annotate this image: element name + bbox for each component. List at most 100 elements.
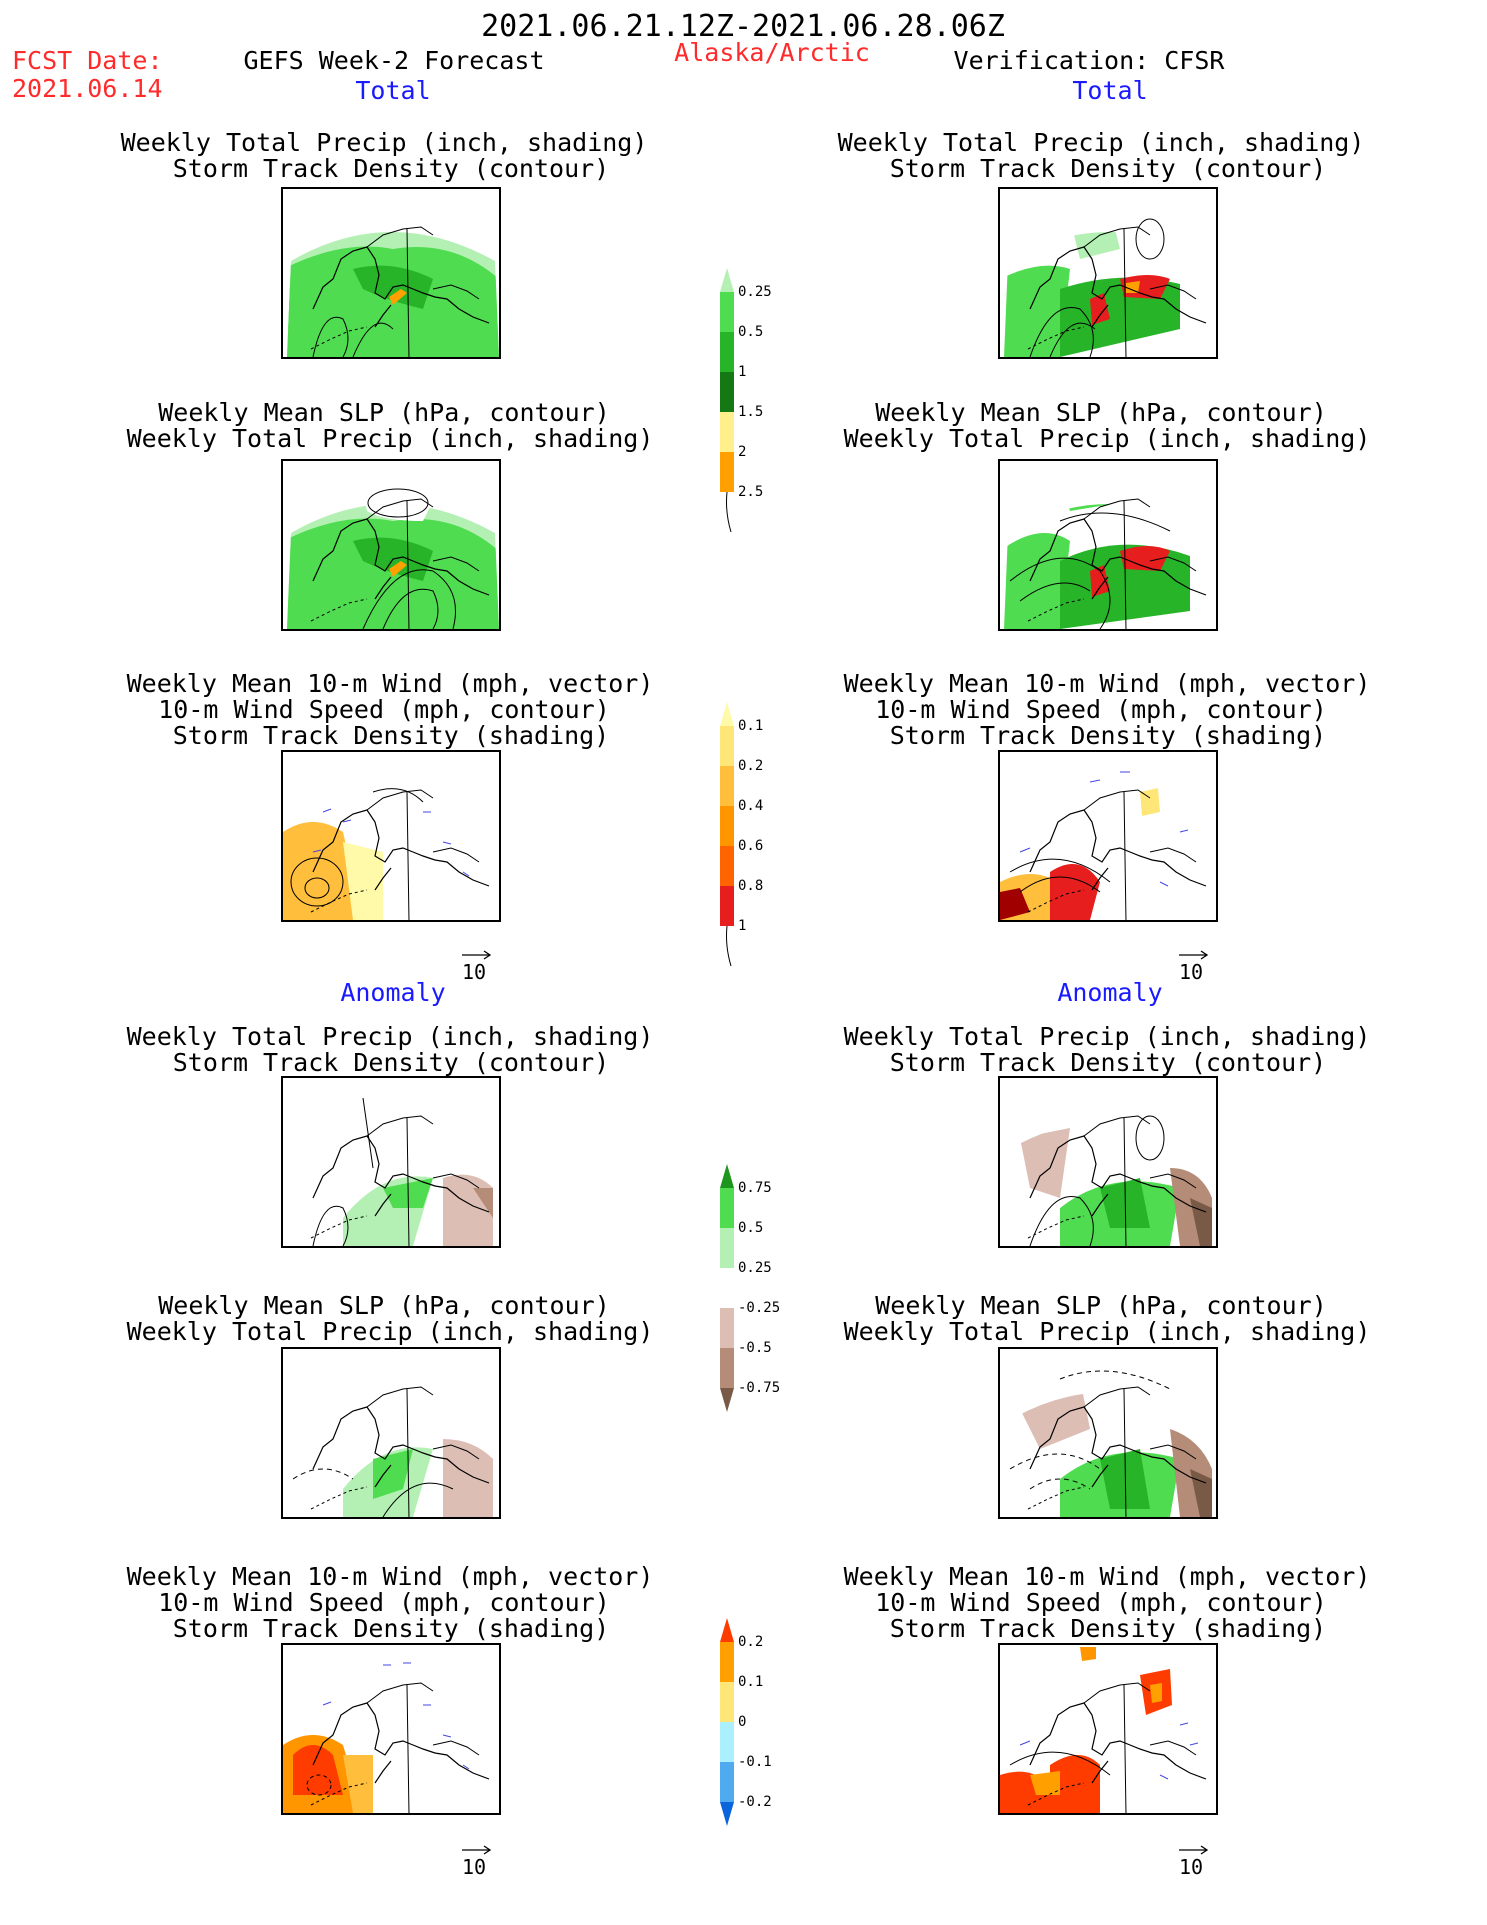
panel-title: Weekly Mean 10-m Wind (mph, vector) [126, 1562, 654, 1591]
colorbar-swatch [720, 846, 734, 886]
verification-label: Verification: CFSR [953, 46, 1225, 75]
panel-title: Weekly Total Precip (inch, shading) [843, 424, 1371, 453]
panel-title: Weekly Total Precip (inch, shading) [843, 1317, 1371, 1346]
forecast-title: GEFS Week-2 Forecast [243, 46, 545, 75]
colorbar-top-cap [720, 268, 734, 292]
map-anomaly-precip-storm-forecast [281, 1076, 501, 1248]
colorbar-swatches [720, 1164, 734, 1412]
panel-title: Storm Track Density (contour) [889, 1048, 1327, 1077]
colorbar-tick-label: 0.1 [738, 718, 764, 734]
colorbar-tick-label: 1 [738, 364, 747, 380]
panel-title: Weekly Mean 10-m Wind (mph, vector) [843, 669, 1371, 698]
colorbar-tick-label: 0.6 [738, 838, 764, 854]
colorbar-swatch [720, 1188, 734, 1228]
panel-title: Weekly Mean 10-m Wind (mph, vector) [126, 669, 654, 698]
panel-title: 10-m Wind Speed (mph, contour) [158, 695, 610, 724]
colorbar-swatch [720, 1642, 734, 1682]
section-total-right: Total [1072, 76, 1148, 105]
reference-vector: 10 [1179, 1845, 1209, 1879]
section-anomaly-right: Anomaly [1057, 978, 1163, 1007]
map-total-wind-verification [998, 750, 1218, 922]
panel-title: Storm Track Density (shading) [889, 1614, 1327, 1643]
reference-vector: 10 [462, 1845, 492, 1879]
colorbar-tick-label: 0.4 [738, 798, 764, 814]
colorbar-swatch [720, 726, 734, 766]
map-total-precip-storm-verification [998, 187, 1218, 359]
reference-vector: 10 [1179, 950, 1209, 984]
map-total-slp-precip-verification [998, 459, 1218, 631]
colorbar-swatch [720, 332, 734, 372]
colorbar-swatch [720, 766, 734, 806]
colorbar-swatch [720, 1308, 734, 1348]
panel-title: Weekly Total Precip (inch, shading) [837, 128, 1365, 157]
panel-title: Weekly Mean SLP (hPa, contour) [875, 1291, 1327, 1320]
colorbar-tick-label: 0 [738, 1714, 747, 1730]
panel-title: 10-m Wind Speed (mph, contour) [158, 1588, 610, 1617]
colorbar-tick-label: 2 [738, 444, 747, 460]
colorbar-tick-label: 2.5 [738, 484, 764, 500]
colorbar-swatches [720, 1618, 734, 1826]
fcst-date-value: 2021.06.14 [12, 74, 163, 103]
colorbar-swatch [720, 452, 734, 492]
arrow-right-icon [1179, 1845, 1209, 1855]
arrow-right-icon [462, 1845, 492, 1855]
colorbar-swatch [720, 1228, 734, 1268]
map-anomaly-slp-precip-forecast [281, 1347, 501, 1519]
colorbar-tick-label: -0.2 [738, 1794, 772, 1810]
colorbar-tick-label: 0.75 [738, 1180, 772, 1196]
colorbar-bottom-cap [726, 491, 732, 533]
colorbar-swatch [720, 1268, 734, 1308]
colorbar-bottom-cap [726, 925, 732, 967]
colorbar-tick-label: -0.5 [738, 1340, 772, 1356]
colorbar-tick-label: 0.2 [738, 758, 764, 774]
colorbar-tick-label: 0.25 [738, 1260, 772, 1276]
panel-title: Weekly Mean SLP (hPa, contour) [875, 398, 1327, 427]
colorbar-top-cap [720, 702, 734, 726]
panel-title: Weekly Total Precip (inch, shading) [120, 128, 648, 157]
colorbar-bottom-cap [720, 1802, 734, 1826]
section-total-left: Total [355, 76, 431, 105]
colorbar-tick-label: 0.1 [738, 1674, 764, 1690]
panel-title: 10-m Wind Speed (mph, contour) [875, 695, 1327, 724]
panel-title: Weekly Total Precip (inch, shading) [126, 1317, 654, 1346]
colorbar-tick-label: 1 [738, 918, 747, 934]
colorbar-tick-label: -0.75 [738, 1380, 781, 1396]
panel-title: Storm Track Density (contour) [172, 1048, 610, 1077]
map-anomaly-wind-forecast [281, 1643, 501, 1815]
map-anomaly-slp-precip-verification [998, 1347, 1218, 1519]
panel-title: Storm Track Density (contour) [889, 154, 1327, 183]
colorbar-swatch [720, 292, 734, 332]
colorbar-tick-label: 0.8 [738, 878, 764, 894]
colorbar-swatches [720, 702, 734, 967]
section-anomaly-left: Anomaly [340, 978, 446, 1007]
map-total-slp-precip-forecast [281, 459, 501, 631]
panel-title: Weekly Mean 10-m Wind (mph, vector) [843, 1562, 1371, 1591]
region-label: Alaska/Arctic [674, 38, 870, 67]
panel-title: Storm Track Density (shading) [889, 721, 1327, 750]
colorbar-swatch [720, 1682, 734, 1722]
map-anomaly-precip-storm-verification [998, 1076, 1218, 1248]
colorbar-tick-label: 1.5 [738, 404, 764, 420]
colorbar-swatches [720, 268, 734, 533]
colorbar-swatch [720, 806, 734, 846]
colorbar-swatch [720, 886, 734, 926]
panel-title: Weekly Mean SLP (hPa, contour) [158, 398, 610, 427]
colorbar-tick-label: 0.5 [738, 1220, 764, 1236]
colorbar-tick-label: 0.5 [738, 324, 764, 340]
colorbar-swatch [720, 1762, 734, 1802]
colorbar-tick-label: -0.25 [738, 1300, 781, 1316]
arrow-right-icon [1179, 950, 1209, 960]
panel-title: 10-m Wind Speed (mph, contour) [875, 1588, 1327, 1617]
panel-title: Weekly Total Precip (inch, shading) [126, 1022, 654, 1051]
map-total-wind-forecast [281, 750, 501, 922]
colorbar-tick-label: 0.2 [738, 1634, 764, 1650]
reference-vector: 10 [462, 950, 492, 984]
colorbar-bottom-cap [720, 1388, 734, 1412]
map-total-precip-storm-forecast [281, 187, 501, 359]
panel-title: Storm Track Density (contour) [172, 154, 610, 183]
panel-title: Weekly Total Precip (inch, shading) [843, 1022, 1371, 1051]
panel-title: Weekly Mean SLP (hPa, contour) [158, 1291, 610, 1320]
valid-period: 2021.06.21.12Z-2021.06.28.06Z [481, 9, 1005, 44]
panel-title: Storm Track Density (shading) [172, 1614, 610, 1643]
colorbar-top-cap [720, 1618, 734, 1642]
